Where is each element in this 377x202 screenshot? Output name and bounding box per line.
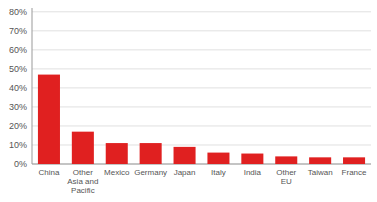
grid-line bbox=[32, 68, 371, 69]
x-tick-label-line: Other bbox=[276, 168, 296, 177]
x-tick-label-line: China bbox=[38, 168, 59, 177]
y-tick-label: 80% bbox=[9, 7, 27, 17]
y-tick-label: 20% bbox=[9, 121, 27, 131]
bar bbox=[207, 153, 229, 164]
x-tick-label: France bbox=[342, 168, 367, 177]
y-tick-label: 40% bbox=[9, 83, 27, 93]
bar bbox=[106, 143, 128, 164]
x-tick-label: India bbox=[244, 168, 262, 177]
y-tick-label: 30% bbox=[9, 102, 27, 112]
grid-line bbox=[32, 11, 371, 12]
y-tick-label: 50% bbox=[9, 64, 27, 74]
bar bbox=[72, 132, 94, 164]
bar bbox=[309, 157, 331, 164]
y-tick-label: 60% bbox=[9, 45, 27, 55]
x-tick-label: OtherAsia andPacific bbox=[67, 168, 98, 195]
grid bbox=[32, 12, 371, 164]
bar bbox=[174, 147, 196, 164]
x-tick-label-line: Asia and bbox=[67, 177, 98, 186]
x-tick-label-line: Taiwan bbox=[308, 168, 333, 177]
x-tick-label-line: Italy bbox=[211, 168, 226, 177]
x-tick-label-line: Mexico bbox=[104, 168, 130, 177]
x-tick-label-line: France bbox=[342, 168, 367, 177]
y-axis-line bbox=[32, 8, 33, 164]
x-tick-label-line: Japan bbox=[174, 168, 196, 177]
bar bbox=[38, 75, 60, 164]
bars bbox=[38, 75, 365, 164]
grid-line bbox=[32, 49, 371, 50]
x-tick-label: Italy bbox=[211, 168, 226, 177]
y-tick-label: 70% bbox=[9, 26, 27, 36]
x-tick-label: China bbox=[38, 168, 59, 177]
grid-line bbox=[32, 30, 371, 31]
x-tick-label-line: Germany bbox=[134, 168, 167, 177]
bar bbox=[343, 157, 365, 164]
x-tick-label: Taiwan bbox=[308, 168, 333, 177]
x-tick-label: Germany bbox=[134, 168, 167, 177]
bar bbox=[275, 156, 297, 164]
y-tick-label: 10% bbox=[9, 140, 27, 150]
bar bbox=[241, 154, 263, 164]
x-tick-label-line: India bbox=[244, 168, 262, 177]
x-tick-label: Mexico bbox=[104, 168, 130, 177]
chart: 0%10%20%30%40%50%60%70%80%ChinaOtherAsia… bbox=[0, 0, 377, 202]
x-tick-label: Japan bbox=[174, 168, 196, 177]
grid-line bbox=[32, 87, 371, 88]
x-tick-label: OtherEU bbox=[276, 168, 296, 186]
x-tick-label-line: EU bbox=[281, 177, 292, 186]
x-tick-label-line: Other bbox=[73, 168, 93, 177]
grid-line bbox=[32, 106, 371, 107]
bar bbox=[140, 143, 162, 164]
y-tick-label: 0% bbox=[14, 159, 27, 169]
grid-line bbox=[32, 125, 371, 126]
x-tick-label-line: Pacific bbox=[71, 186, 95, 195]
